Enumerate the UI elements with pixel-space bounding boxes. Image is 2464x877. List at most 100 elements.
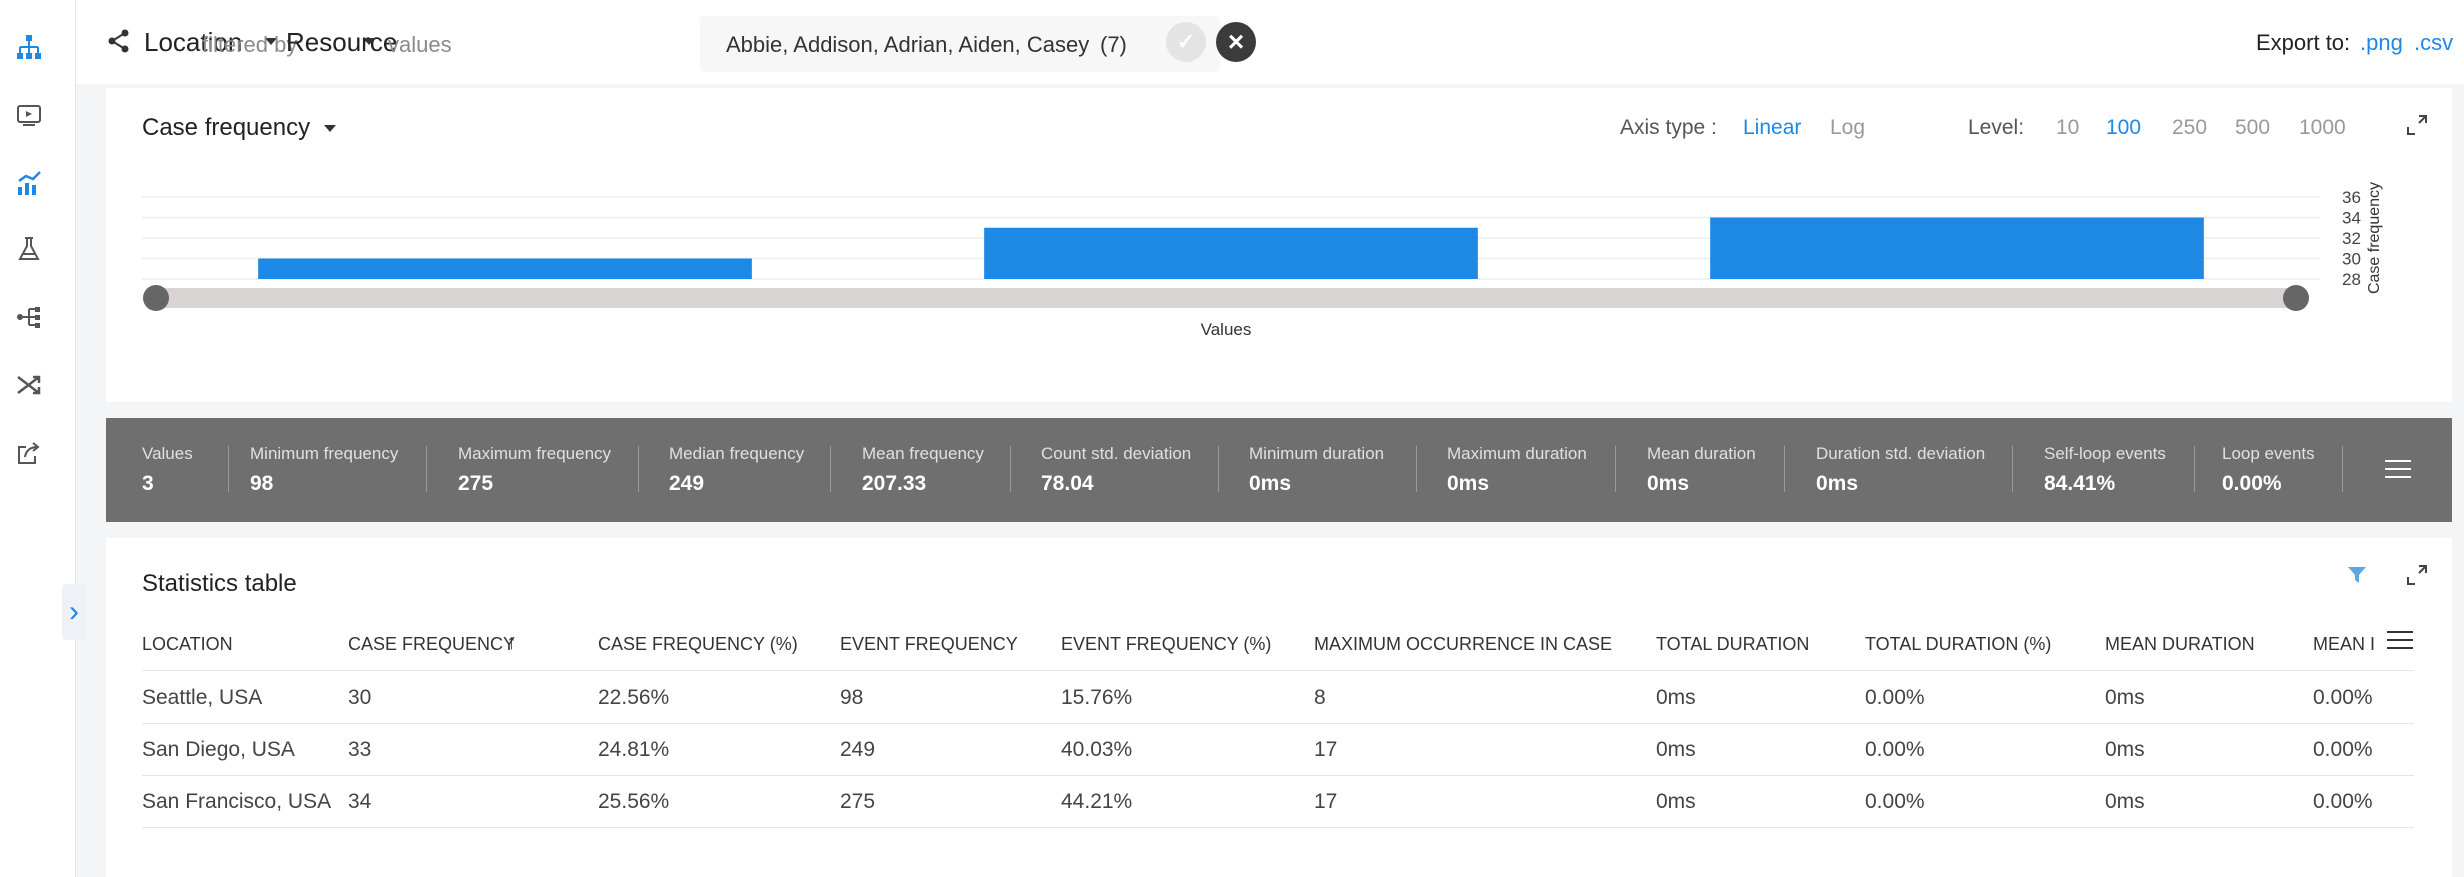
filtered-by-label: filtered by	[202, 32, 298, 57]
hamburger-menu-icon[interactable]	[2387, 631, 2413, 651]
table-cell: 275	[840, 790, 876, 813]
divider	[1218, 446, 1219, 492]
stat-loop-events: Loop events 0.00%	[2222, 444, 2315, 495]
stat-mean-frequency: Mean frequency 207.33	[862, 444, 984, 495]
table-cell: San Francisco, USA	[142, 790, 332, 813]
filter-attribute-select[interactable]: Resource	[286, 27, 398, 57]
chevron-down-icon[interactable]	[265, 38, 277, 45]
table-cell: 40.03%	[1061, 738, 1133, 761]
table-cell: 98	[840, 686, 864, 709]
chart-metric-select[interactable]: Case frequency	[142, 114, 311, 141]
table-cell: 0ms	[1656, 686, 1696, 709]
divider	[2012, 446, 2013, 492]
column-header-total-duration[interactable]: TOTAL DURATION	[1656, 634, 1810, 654]
chevron-down-icon[interactable]	[324, 125, 336, 132]
table-cell: 0ms	[2105, 738, 2145, 761]
table-cell: 0ms	[1656, 738, 1696, 761]
table-cell: 15.76%	[1061, 686, 1133, 709]
stat-maximum-duration: Maximum duration 0ms	[1447, 444, 1587, 495]
level-option-500[interactable]: 500	[2235, 116, 2271, 139]
dashboard-icon[interactable]	[14, 100, 44, 130]
divider	[830, 446, 831, 492]
divider	[142, 723, 2414, 724]
table-cell: 24.81%	[598, 738, 670, 761]
shuffle-icon[interactable]	[14, 370, 44, 400]
y-tick-label: 30	[2342, 250, 2361, 269]
range-slider-track[interactable]	[156, 288, 2296, 308]
column-header-case-frequency-pct[interactable]: CASE FREQUENCY (%)	[598, 634, 798, 654]
stat-count-std-deviation: Count std. deviation 78.04	[1041, 444, 1192, 495]
values-text: Abbie, Addison, Adrian, Aiden, Casey	[726, 32, 1090, 57]
level-option-100[interactable]: 100	[2106, 116, 2142, 139]
values-count: (7)	[1100, 32, 1127, 57]
axis-option-log[interactable]: Log	[1830, 116, 1866, 139]
stat-self-loop-events: Self-loop events 84.41%	[2044, 444, 2166, 495]
column-header-mean-truncated[interactable]: MEAN I	[2313, 634, 2376, 654]
column-header-location[interactable]: LOCATION	[142, 634, 233, 654]
table-cell: 0.00%	[2313, 790, 2373, 813]
expand-icon[interactable]	[2406, 114, 2428, 136]
clear-filter-button[interactable]: ×	[1216, 22, 1256, 62]
column-header-max-occurrence[interactable]: MAXIMUM OCCURRENCE IN CASE	[1314, 634, 1613, 654]
share-icon	[108, 29, 129, 53]
dimension-select[interactable]: Location	[144, 27, 243, 57]
range-slider-end-handle[interactable]	[2283, 285, 2309, 311]
sidebar-expand-button[interactable]: ›	[62, 584, 86, 640]
divider	[1416, 446, 1417, 492]
export-icon[interactable]	[14, 438, 44, 468]
bar[interactable]: Seattle, USA: 30	[258, 258, 752, 280]
variants-icon[interactable]	[14, 302, 44, 332]
table-cell: San Diego, USA	[142, 738, 295, 761]
sort-ascending-icon[interactable]: ↑	[506, 631, 517, 654]
divider	[2194, 446, 2195, 492]
divider	[1615, 446, 1616, 492]
y-axis-label: Case frequency	[2366, 182, 2383, 294]
x-axis-label: Values	[1201, 320, 1252, 339]
stat-values: Values 3	[142, 444, 193, 495]
divider	[142, 827, 2414, 828]
statistics-table-card: Statistics table	[106, 538, 2452, 877]
table-cell: 0.00%	[2313, 738, 2373, 761]
column-header-event-frequency[interactable]: EVENT FREQUENCY	[840, 634, 1018, 654]
table-cell: 34	[348, 790, 372, 813]
level-option-10[interactable]: 10	[2056, 116, 2080, 139]
chart-card: Case frequency Axis type : Linear Log Le…	[106, 88, 2452, 402]
expand-icon[interactable]	[2406, 564, 2428, 586]
statistics-icon[interactable]	[14, 168, 44, 198]
export-csv-link[interactable]: .csv	[2414, 30, 2454, 55]
export-label: Export to:	[2256, 30, 2351, 55]
table-cell: 0ms	[1656, 790, 1696, 813]
stat-minimum-frequency: Minimum frequency 98	[250, 444, 399, 495]
lab-icon[interactable]	[14, 234, 44, 264]
level-option-250[interactable]: 250	[2172, 116, 2208, 139]
apply-filter-button[interactable]: ✓	[1166, 22, 1206, 62]
y-tick-label: 28	[2342, 270, 2361, 289]
table-cell: 25.56%	[598, 790, 670, 813]
column-header-case-frequency[interactable]: CASE FREQUENCY	[348, 634, 516, 654]
table-cell: 0.00%	[1865, 738, 1925, 761]
process-map-icon[interactable]	[14, 32, 44, 62]
divider	[1010, 446, 1011, 492]
values-selector[interactable]: Abbie, Addison, Adrian, Aiden, Casey (7)	[700, 16, 1220, 72]
chevron-down-icon[interactable]	[363, 38, 375, 45]
table-cell: 17	[1314, 738, 1338, 761]
bar[interactable]: San Francisco, USA: 34	[1710, 217, 2204, 280]
table-cell: 30	[348, 686, 372, 709]
range-slider-start-handle[interactable]	[143, 285, 169, 311]
table-title: Statistics table	[142, 570, 297, 597]
stat-mean-duration: Mean duration 0ms	[1647, 444, 1756, 495]
table-cell: 17	[1314, 790, 1338, 813]
level-option-1000[interactable]: 1000	[2299, 116, 2346, 139]
filter-icon[interactable]	[2346, 564, 2368, 586]
column-menu-button[interactable]	[2385, 627, 2415, 653]
axis-option-linear[interactable]: Linear	[1743, 116, 1802, 139]
table-cell: 0.00%	[1865, 686, 1925, 709]
column-header-event-frequency-pct[interactable]: EVENT FREQUENCY (%)	[1061, 634, 1272, 654]
column-header-total-duration-pct[interactable]: TOTAL DURATION (%)	[1865, 634, 2052, 654]
table-cell: 44.21%	[1061, 790, 1133, 813]
bar[interactable]: San Diego, USA: 33	[984, 227, 1478, 279]
column-header-mean-duration[interactable]: MEAN DURATION	[2105, 634, 2255, 654]
table-cell: 33	[348, 738, 372, 761]
hamburger-menu-icon[interactable]	[2385, 460, 2411, 480]
export-png-link[interactable]: .png	[2360, 30, 2403, 55]
